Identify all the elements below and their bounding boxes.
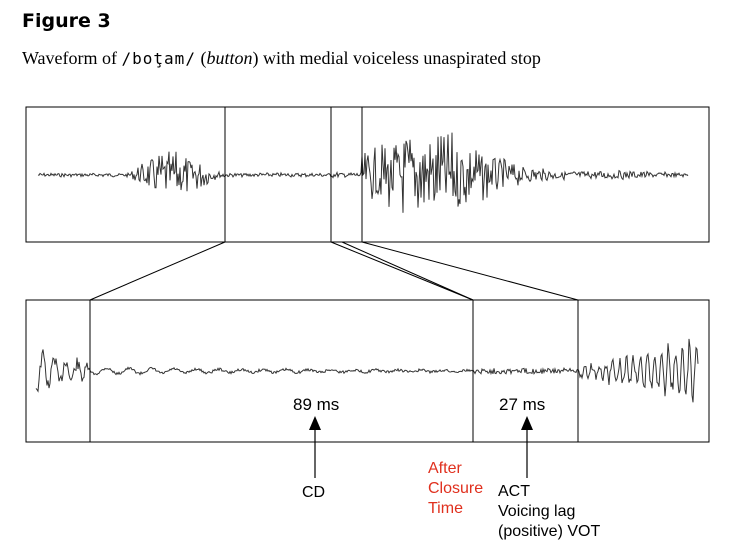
zoom-connector-act-left	[341, 241, 474, 301]
figure-caption: Waveform of /boţam/ (button) with medial…	[22, 48, 541, 69]
caption-gloss: button	[206, 48, 253, 68]
zoom-connector-cd-left	[89, 241, 226, 301]
act-label: ACT	[498, 483, 530, 500]
caption-suffix: ) with medial voiceless unaspirated stop	[252, 48, 541, 68]
figure-label: Figure 3	[22, 10, 111, 32]
caption-paren-open: (	[195, 48, 207, 68]
voicing-lag-label: Voicing lag	[498, 503, 576, 520]
cd-duration-label: 89 ms	[293, 395, 340, 414]
top-waveform-panel	[25, 106, 710, 243]
act-vot-label: ACT Voicing lag (positive) VOT	[498, 482, 600, 542]
bottom-waveform-trace	[35, 338, 699, 403]
cd-arrow-head	[309, 416, 321, 430]
top-waveform-trace	[37, 132, 689, 213]
act-duration-label: 27 ms	[499, 395, 546, 414]
caption-prefix: Waveform of	[22, 48, 122, 68]
after-closure-time-label: After Closure Time	[428, 459, 483, 519]
cd-label: CD	[302, 484, 326, 501]
zoom-connector-act-right	[361, 241, 579, 301]
act-arrow-head	[521, 416, 533, 430]
after-closure-line-2: Closure	[428, 480, 484, 497]
after-closure-line-3: Time	[428, 500, 463, 517]
caption-ipa: /boţam/	[121, 49, 196, 68]
after-closure-line-1: After	[428, 460, 462, 477]
positive-vot-label: (positive) VOT	[498, 523, 601, 540]
bottom-waveform-panel	[25, 299, 710, 443]
zoom-connector-cd-right	[330, 241, 474, 301]
